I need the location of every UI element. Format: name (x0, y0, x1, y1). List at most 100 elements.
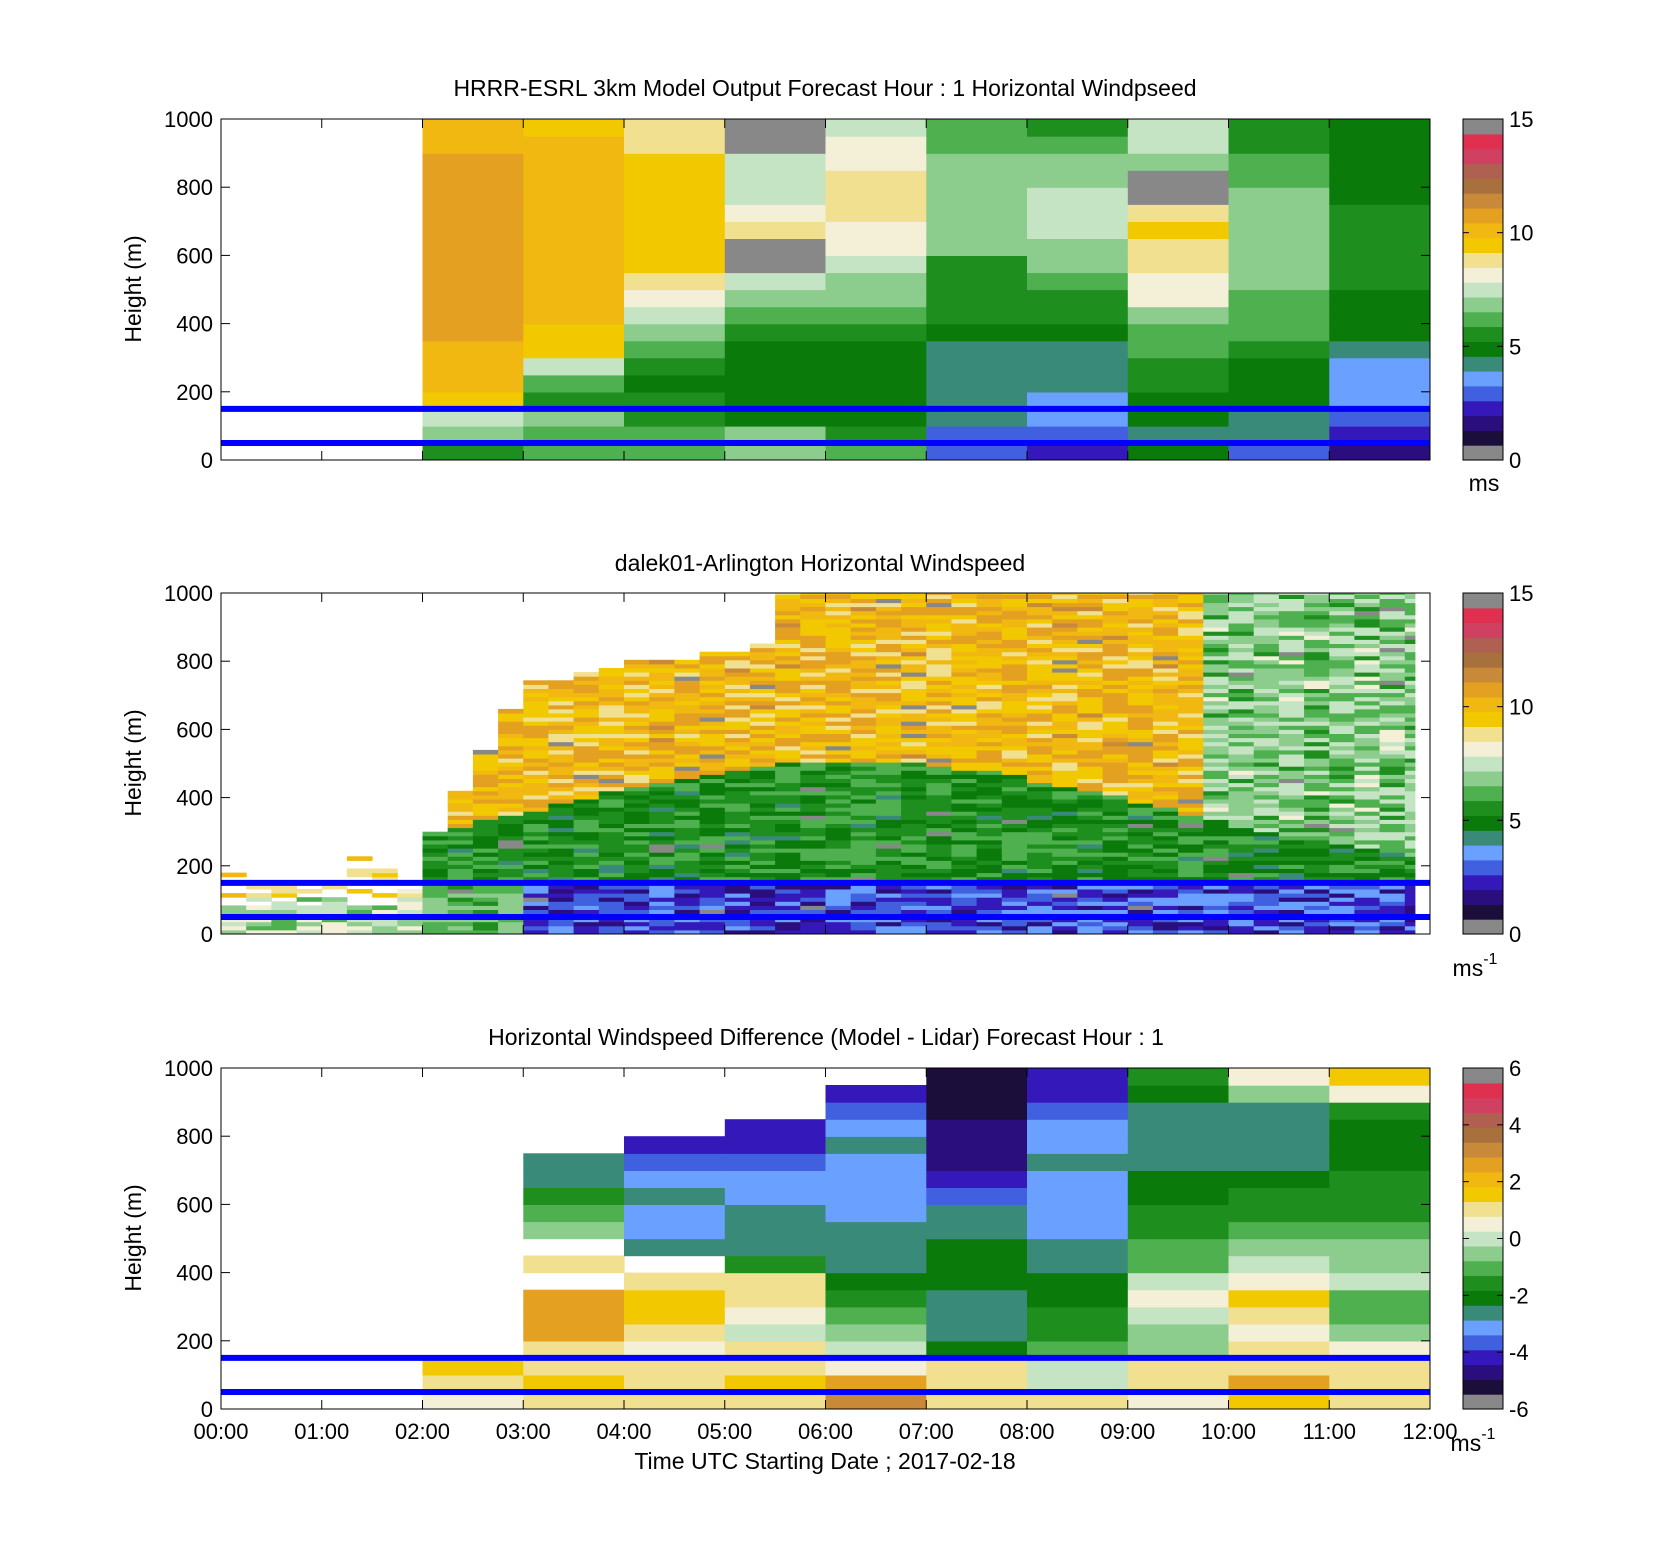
heat-cell (1052, 684, 1078, 689)
heat-cell (724, 901, 751, 906)
heat-cell (1152, 803, 1179, 808)
heat-cell (724, 864, 751, 869)
heat-cell (1304, 593, 1330, 595)
heat-cell (1001, 749, 1028, 755)
heat-cell (624, 668, 650, 673)
heat-cell (875, 844, 902, 849)
heat-cell (1127, 799, 1154, 804)
heat-cell (800, 754, 826, 759)
heat-cell (1404, 819, 1416, 824)
colorbar-swatch (1463, 385, 1503, 402)
heat-cell (724, 790, 751, 796)
heat-cell (1329, 905, 1355, 910)
heat-cell (498, 852, 524, 857)
heat-cell (1152, 688, 1179, 694)
y-axis-label: Height (m) (120, 1184, 146, 1291)
heat-cell (926, 204, 1028, 222)
heat-cell (1102, 929, 1129, 934)
heat-cell (1077, 790, 1104, 796)
heat-cell (699, 844, 726, 849)
heat-cell (1253, 815, 1280, 820)
heat-cell (649, 758, 675, 763)
y-tick-label: 600 (176, 243, 213, 268)
heat-cell (825, 647, 852, 653)
heat-cell (1127, 1085, 1230, 1103)
heat-cell (926, 696, 952, 702)
heat-cell (1077, 815, 1104, 820)
heat-cell (1178, 819, 1204, 824)
heat-cell (472, 929, 499, 934)
heat-cell (573, 823, 600, 829)
heat-cell (749, 778, 776, 784)
heat-cell (1379, 819, 1406, 824)
heat-cell (1354, 868, 1381, 874)
heat-cell (422, 119, 524, 137)
heat-cell (649, 770, 675, 775)
heat-cell (875, 631, 902, 636)
heat-cell (1001, 925, 1028, 931)
heat-cell (850, 893, 877, 898)
heat-cell (1228, 635, 1255, 640)
heat-cell (1102, 909, 1129, 914)
heat-cell (951, 696, 978, 702)
heat-cell (1027, 221, 1129, 239)
heat-cell (1404, 864, 1416, 869)
heat-cell (800, 762, 826, 767)
heat-cell (1329, 1323, 1430, 1342)
heat-cell (724, 221, 827, 239)
heat-cell (1102, 844, 1129, 849)
heat-cell (573, 770, 600, 775)
heat-cell (875, 901, 902, 906)
heat-cell (749, 929, 776, 934)
heat-cell (1354, 774, 1381, 779)
heat-cell (926, 408, 1028, 427)
heat-cell (649, 786, 675, 792)
heat-cell (1152, 680, 1179, 685)
heat-cell (976, 717, 1003, 722)
heat-cell (548, 749, 575, 755)
heat-cell (649, 831, 675, 837)
heat-cell (447, 909, 474, 914)
heat-cell (1253, 594, 1280, 599)
heat-cell (472, 819, 499, 824)
heat-cell (724, 1272, 827, 1291)
heat-cell (976, 835, 1003, 841)
heat-cell (775, 884, 801, 890)
heat-cell (951, 831, 978, 837)
heat-cell (674, 807, 701, 812)
heat-cell (850, 839, 877, 845)
heat-cell (976, 704, 1003, 710)
heat-cell (498, 778, 524, 784)
heat-cell (1354, 631, 1381, 636)
heat-cell (1278, 680, 1305, 685)
heat-cell (800, 659, 826, 665)
heat-cell (624, 204, 726, 222)
heat-cell (976, 647, 1003, 653)
heat-cell (926, 778, 952, 784)
y-tick-label: 800 (176, 1124, 213, 1149)
heat-cell (800, 627, 826, 632)
heat-cell (624, 323, 726, 342)
heat-cell (422, 844, 449, 849)
heat-cell (1203, 676, 1229, 681)
heat-cell (800, 921, 826, 927)
heat-cell (1127, 593, 1154, 595)
heat-cell (624, 778, 650, 784)
heat-cell (1052, 766, 1078, 771)
heat-cell (1354, 864, 1381, 869)
heat-cell (1077, 737, 1104, 743)
heat-cell (1354, 717, 1381, 722)
heat-cell (346, 909, 373, 914)
heat-cell (976, 803, 1003, 808)
heat-cell (573, 835, 600, 841)
heat-cell (1127, 790, 1154, 796)
heat-cell (1354, 700, 1381, 706)
heat-cell (1278, 807, 1305, 812)
heat-cell (1278, 778, 1305, 784)
heat-cell (1228, 839, 1255, 845)
heat-cell (749, 925, 776, 931)
heat-cell (1001, 770, 1028, 775)
heat-cell (573, 786, 600, 792)
y-tick-label: 200 (176, 854, 213, 879)
heat-cell (1027, 1306, 1129, 1325)
